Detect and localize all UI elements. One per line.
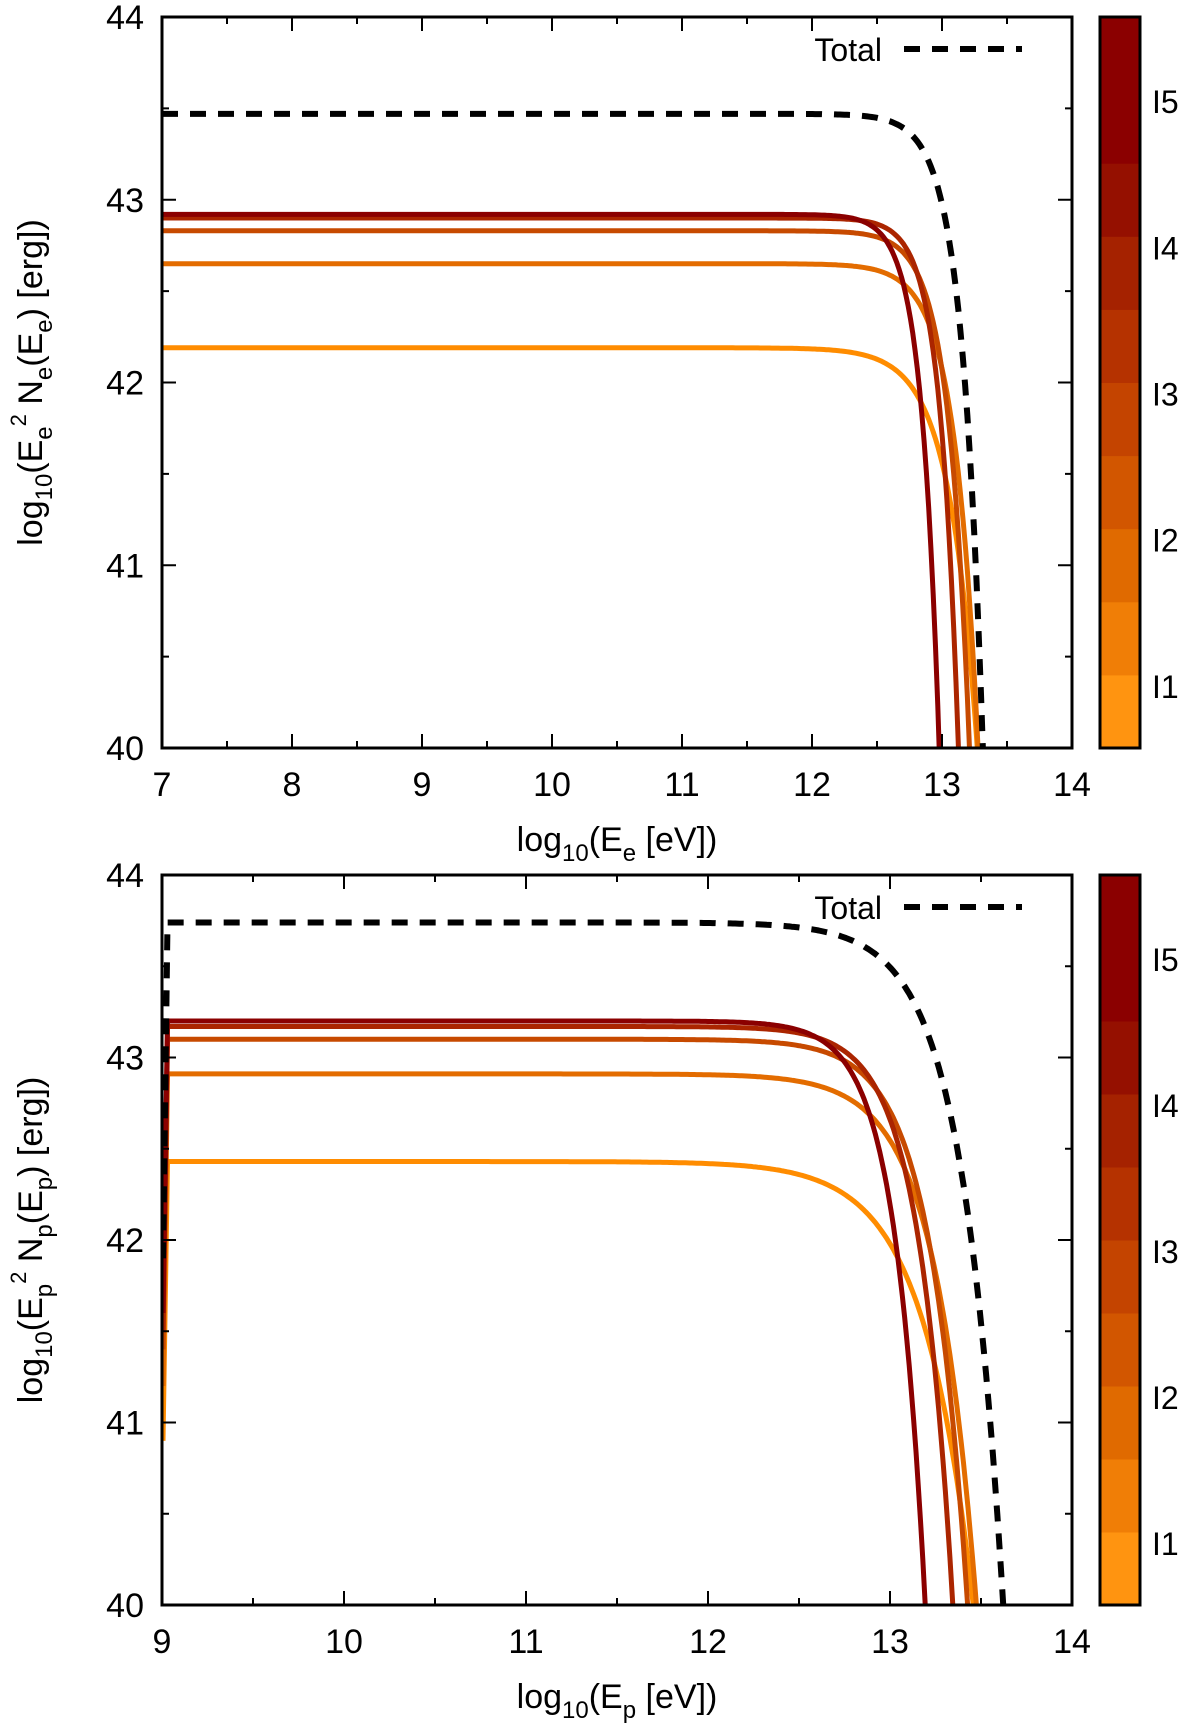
series-line-i1 — [162, 1159, 976, 1605]
legend-label-total: Total — [814, 32, 882, 68]
colorbar-label: I4 — [1152, 1088, 1179, 1124]
series-line-i2 — [162, 1071, 979, 1605]
colorbar-band — [1100, 90, 1140, 164]
x-tick-label: 7 — [153, 766, 172, 804]
x-axis-label: log10(Ep [eV]) — [517, 1678, 718, 1724]
x-tick-label: 10 — [325, 1623, 363, 1661]
x-tick-label: 12 — [689, 1623, 727, 1661]
series-line-i5 — [162, 1018, 928, 1605]
x-tick-label: 9 — [413, 766, 432, 804]
y-tick-label: 44 — [106, 857, 144, 895]
colorbar-label: I2 — [1152, 523, 1179, 559]
colorbar-band — [1100, 455, 1140, 530]
y-tick-label: 41 — [106, 1405, 144, 1443]
x-tick-label: 9 — [153, 1623, 172, 1661]
colorbar-band — [1100, 1386, 1140, 1460]
x-tick-label: 14 — [1053, 766, 1091, 804]
y-tick-label: 44 — [106, 0, 144, 37]
series-line-i3 — [162, 228, 972, 748]
y-tick-label: 43 — [106, 1040, 144, 1078]
colorbar-band — [1100, 1313, 1140, 1387]
x-tick-label: 11 — [508, 1623, 543, 1661]
colorbar-band — [1100, 309, 1140, 383]
x-tick-label: 14 — [1053, 1623, 1091, 1661]
colorbar-band — [1100, 1021, 1140, 1095]
x-axis-label: log10(Ee [eV]) — [517, 821, 718, 867]
colorbar-frame — [1098, 15, 1142, 750]
chart-panel-electrons: 7 8 9 10 11 12 13 14 40 41 42 43 44 log10(Ee [eV]) log… — [6, 0, 1179, 867]
series-line-i5 — [162, 211, 942, 748]
series-line-i3 — [162, 1036, 971, 1605]
series-line-i4 — [162, 1024, 956, 1605]
legend-label-total: Total — [814, 890, 882, 926]
series-line-i4 — [162, 215, 961, 748]
colorbar-band — [1100, 1167, 1140, 1241]
colorbar-label: I2 — [1152, 1380, 1179, 1416]
y-tick-label: 41 — [106, 547, 144, 585]
y-tick-label: 40 — [106, 730, 144, 768]
plot-frame — [160, 873, 1074, 1607]
colorbar-label: I5 — [1152, 84, 1179, 120]
colorbar-band — [1100, 382, 1140, 457]
series-line-i2 — [162, 261, 981, 748]
x-tick-label: 13 — [871, 1623, 909, 1661]
series-line-i1 — [162, 345, 980, 748]
colorbar-frame — [1098, 873, 1142, 1607]
colorbar-band — [1100, 528, 1140, 603]
y-axis-label: log10(Ee2 Ne(Ee) [erg]) — [6, 219, 58, 546]
colorbar-band — [1100, 1240, 1140, 1314]
colorbar-band — [1100, 948, 1140, 1022]
colorbar-band — [1100, 163, 1140, 237]
series-line-total — [162, 919, 1007, 1605]
series-line-total — [162, 110, 986, 748]
y-axis-label: log10(Ep2 Np(Ep) [erg]) — [6, 1077, 58, 1404]
colorbar-band — [1100, 1094, 1140, 1168]
colorbar-band — [1100, 601, 1140, 676]
colorbar-band — [1100, 236, 1140, 310]
colorbar-band — [1100, 1532, 1140, 1606]
curves — [162, 919, 1007, 1605]
colorbar-label: I3 — [1152, 1234, 1179, 1270]
colorbar-label: I1 — [1152, 1526, 1179, 1562]
x-tick-label: 12 — [793, 766, 831, 804]
x-tick-label: 13 — [923, 766, 961, 804]
curves — [162, 110, 986, 748]
x-tick-label: 8 — [283, 766, 302, 804]
colorbar-label: I3 — [1152, 376, 1179, 412]
colorbar-band — [1100, 674, 1140, 749]
x-tick-label: 11 — [664, 766, 699, 804]
y-tick-label: 42 — [106, 1222, 144, 1260]
colorbar-label: I5 — [1152, 942, 1179, 978]
colorbar-band — [1100, 17, 1140, 91]
y-tick-label: 40 — [106, 1587, 144, 1625]
colorbar-band — [1100, 875, 1140, 949]
x-tick-label: 10 — [533, 766, 571, 804]
colorbar-band — [1100, 1459, 1140, 1533]
chart-panel-protons: 9 10 11 12 13 14 40 41 42 43 44 log10(Ep [eV]) log10… — [6, 857, 1179, 1724]
colorbar-label: I4 — [1152, 230, 1179, 266]
y-tick-label: 42 — [106, 365, 144, 403]
y-tick-label: 43 — [106, 182, 144, 220]
colorbar-label: I1 — [1152, 669, 1179, 705]
